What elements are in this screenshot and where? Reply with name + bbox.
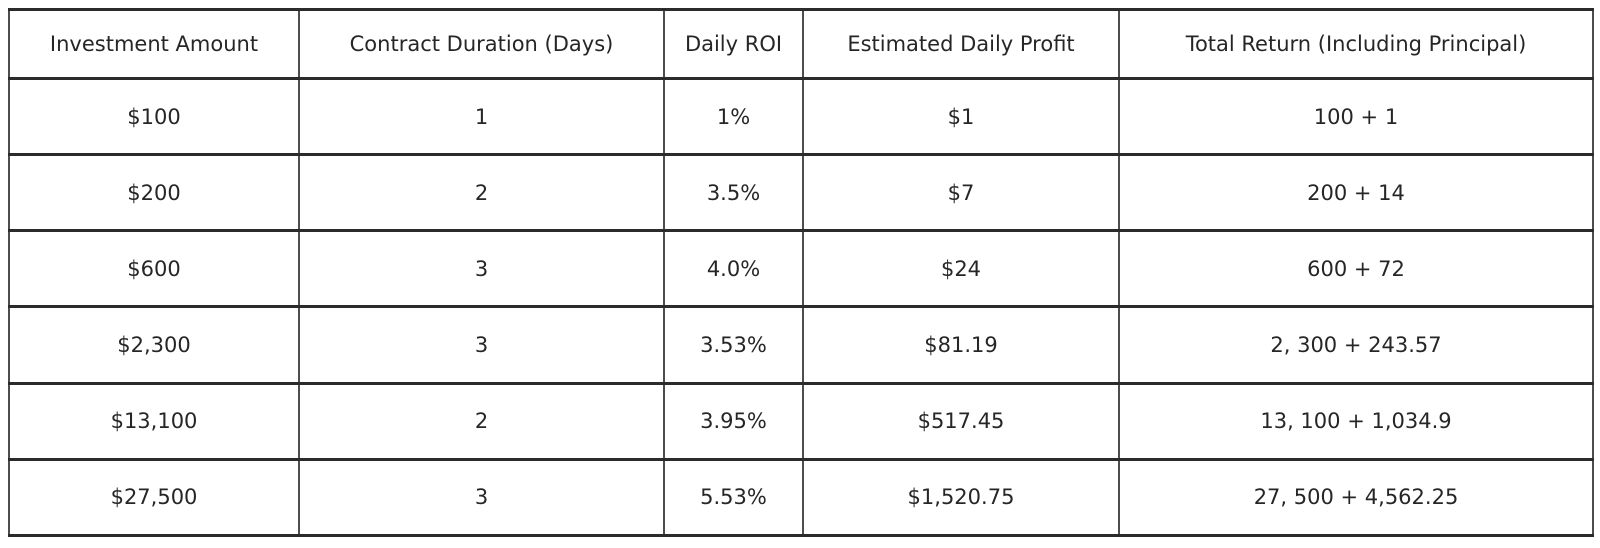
cell-total-return: 100 + 1 — [1118, 76, 1594, 157]
table-row: $200 2 3.5% $7 200 + 14 — [8, 153, 1594, 233]
table-row: $2,300 3 3.53% $81.19 2, 300 + 243.57 — [8, 305, 1594, 385]
cell-contract-duration: 1 — [298, 76, 665, 157]
cell-daily-roi: 3.5% — [663, 153, 804, 233]
cell-estimated-daily-profit: $1 — [802, 76, 1120, 157]
cell-contract-duration: 3 — [298, 457, 665, 538]
cell-estimated-daily-profit: $24 — [802, 229, 1120, 309]
cell-estimated-daily-profit: $1,520.75 — [802, 457, 1120, 538]
cell-investment-amount: $100 — [8, 76, 300, 157]
cell-total-return: 2, 300 + 243.57 — [1118, 305, 1594, 385]
cell-daily-roi: 3.53% — [663, 305, 804, 385]
cell-daily-roi: 1% — [663, 76, 804, 157]
cell-total-return: 200 + 14 — [1118, 153, 1594, 233]
cell-contract-duration: 2 — [298, 381, 665, 461]
column-header-contract-duration: Contract Duration (Days) — [298, 8, 665, 80]
table-figure: Investment Amount Contract Duration (Day… — [8, 8, 1594, 538]
cell-estimated-daily-profit: $81.19 — [802, 305, 1120, 385]
cell-investment-amount: $2,300 — [8, 305, 300, 385]
cell-total-return: 13, 100 + 1,034.9 — [1118, 381, 1594, 461]
cell-estimated-daily-profit: $517.45 — [802, 381, 1120, 461]
cell-total-return: 600 + 72 — [1118, 229, 1594, 309]
cell-contract-duration: 3 — [298, 305, 665, 385]
column-header-total-return: Total Return (Including Principal) — [1118, 8, 1594, 80]
investment-table: Investment Amount Contract Duration (Day… — [8, 8, 1594, 538]
column-header-estimated-daily-profit: Estimated Daily Profit — [802, 8, 1120, 80]
cell-investment-amount: $13,100 — [8, 381, 300, 461]
cell-contract-duration: 3 — [298, 229, 665, 309]
cell-investment-amount: $200 — [8, 153, 300, 233]
cell-total-return: 27, 500 + 4,562.25 — [1118, 457, 1594, 538]
column-header-daily-roi: Daily ROI — [663, 8, 804, 80]
column-header-investment-amount: Investment Amount — [8, 8, 300, 80]
cell-daily-roi: 5.53% — [663, 457, 804, 538]
cell-investment-amount: $27,500 — [8, 457, 300, 538]
header-row: Investment Amount Contract Duration (Day… — [8, 8, 1594, 80]
cell-estimated-daily-profit: $7 — [802, 153, 1120, 233]
cell-contract-duration: 2 — [298, 153, 665, 233]
cell-daily-roi: 4.0% — [663, 229, 804, 309]
table-row: $13,100 2 3.95% $517.45 13, 100 + 1,034.… — [8, 381, 1594, 461]
cell-daily-roi: 3.95% — [663, 381, 804, 461]
cell-investment-amount: $600 — [8, 229, 300, 309]
table-row: $100 1 1% $1 100 + 1 — [8, 76, 1594, 157]
table-row: $600 3 4.0% $24 600 + 72 — [8, 229, 1594, 309]
table-row: $27,500 3 5.53% $1,520.75 27, 500 + 4,56… — [8, 457, 1594, 538]
